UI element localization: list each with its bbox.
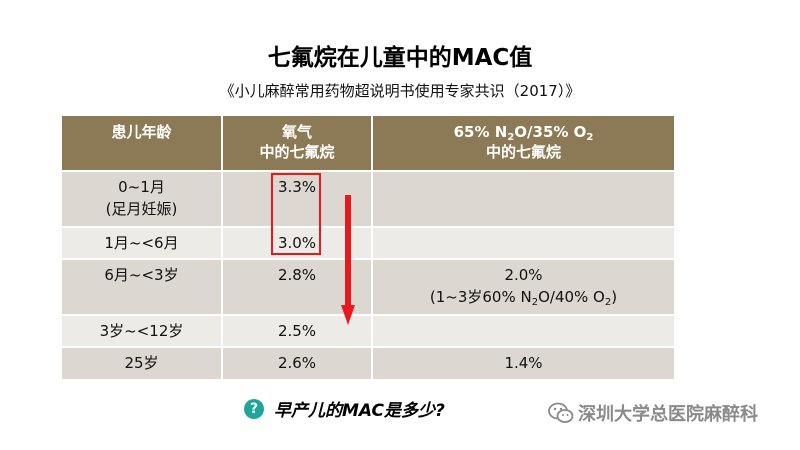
header-age: 患儿年龄 <box>62 116 223 171</box>
n2o-cell: 2.0% (1~3岁60% N2O/40% O2) <box>372 258 674 315</box>
age-cell: 6月~<3岁 <box>62 258 223 315</box>
header-n2o: 65% N2O/35% O2 中的七氟烷 <box>372 116 674 171</box>
slide-title: 七氟烷在儿童中的MAC值 <box>267 45 533 71</box>
n2o-cell <box>372 314 674 347</box>
n2o-cell <box>372 170 674 227</box>
question-line: ? 早产儿的MAC是多少? <box>244 396 445 421</box>
age-cell: 25岁 <box>62 346 223 379</box>
mac-table: 患儿年龄 氧气 中的七氟烷 65% N2O/35% O2 中的七氟烷 0~1月 … <box>62 116 674 379</box>
age-cell: 0~1月 (足月妊娠) <box>62 170 223 227</box>
header-oxygen: 氧气 中的七氟烷 <box>222 116 373 171</box>
table-row: 0~1月 (足月妊娠) 3.3% <box>62 170 674 227</box>
table-row: 25岁 2.6% 1.4% <box>62 346 674 379</box>
wechat-icon <box>548 402 574 423</box>
table-row: 3岁~<12岁 2.5% <box>62 314 674 347</box>
age-cell: 1月~<6月 <box>62 226 223 259</box>
age-cell: 3岁~<12岁 <box>62 314 223 347</box>
n2o-cell <box>372 226 674 259</box>
watermark: 深圳大学总医院麻醉科 <box>548 400 758 426</box>
highlight-box <box>271 173 321 255</box>
table-row: 1月~<6月 3.0% <box>62 226 674 259</box>
table-header-row: 患儿年龄 氧气 中的七氟烷 65% N2O/35% O2 中的七氟烷 <box>62 116 674 171</box>
oxygen-cell: 2.6% <box>222 346 373 379</box>
question-icon: ? <box>244 398 264 419</box>
down-arrow-icon <box>341 195 355 325</box>
n2o-cell: 1.4% <box>372 346 674 379</box>
table-row: 6月~<3岁 2.8% 2.0% (1~3岁60% N2O/40% O2) <box>62 258 674 315</box>
slide-subtitle: 《小儿麻醉常用药物超说明书使用专家共识（2017）》 <box>219 82 581 100</box>
question-text: 早产儿的MAC是多少? <box>274 401 445 421</box>
watermark-text: 深圳大学总医院麻醉科 <box>578 404 758 425</box>
